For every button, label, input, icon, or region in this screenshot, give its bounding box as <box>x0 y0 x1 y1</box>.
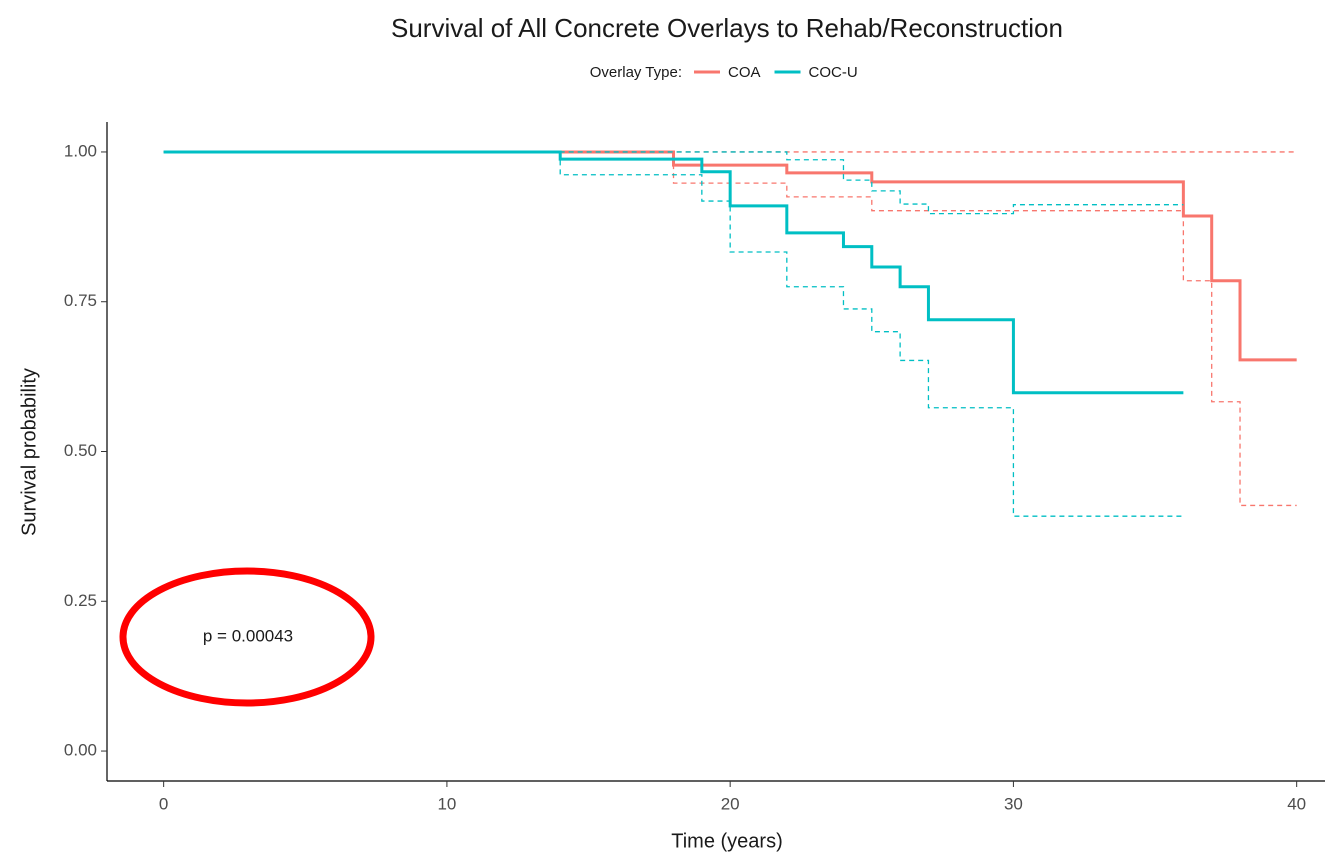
legend-title: Overlay Type: <box>590 64 682 81</box>
survival-line <box>163 150 1184 395</box>
highlight-ellipse <box>119 567 375 707</box>
y-tick-label: 0.75 <box>64 291 97 310</box>
y-tick-label: 1.00 <box>64 141 97 160</box>
y-tick-label: 0.00 <box>64 741 97 760</box>
legend-label: COC-U <box>809 64 858 81</box>
y-tick-label: 0.50 <box>64 441 97 460</box>
legend-label: COA <box>728 64 761 81</box>
x-tick-label: 30 <box>1004 794 1023 813</box>
chart-title: Survival of All Concrete Overlays to Reh… <box>391 13 1063 43</box>
y-tick-label: 0.25 <box>64 591 97 610</box>
p-value: p = 0.00043 <box>203 626 293 645</box>
x-tick-label: 20 <box>721 794 740 813</box>
y-axis-label: Survival probability <box>18 368 40 536</box>
survival-line <box>163 150 1297 362</box>
ci-lower <box>163 151 1184 517</box>
ci-lower <box>163 151 1297 507</box>
x-tick-label: 0 <box>159 794 168 813</box>
x-tick-label: 40 <box>1287 794 1306 813</box>
x-axis-label: Time (years) <box>671 830 782 852</box>
x-tick-label: 10 <box>437 794 456 813</box>
